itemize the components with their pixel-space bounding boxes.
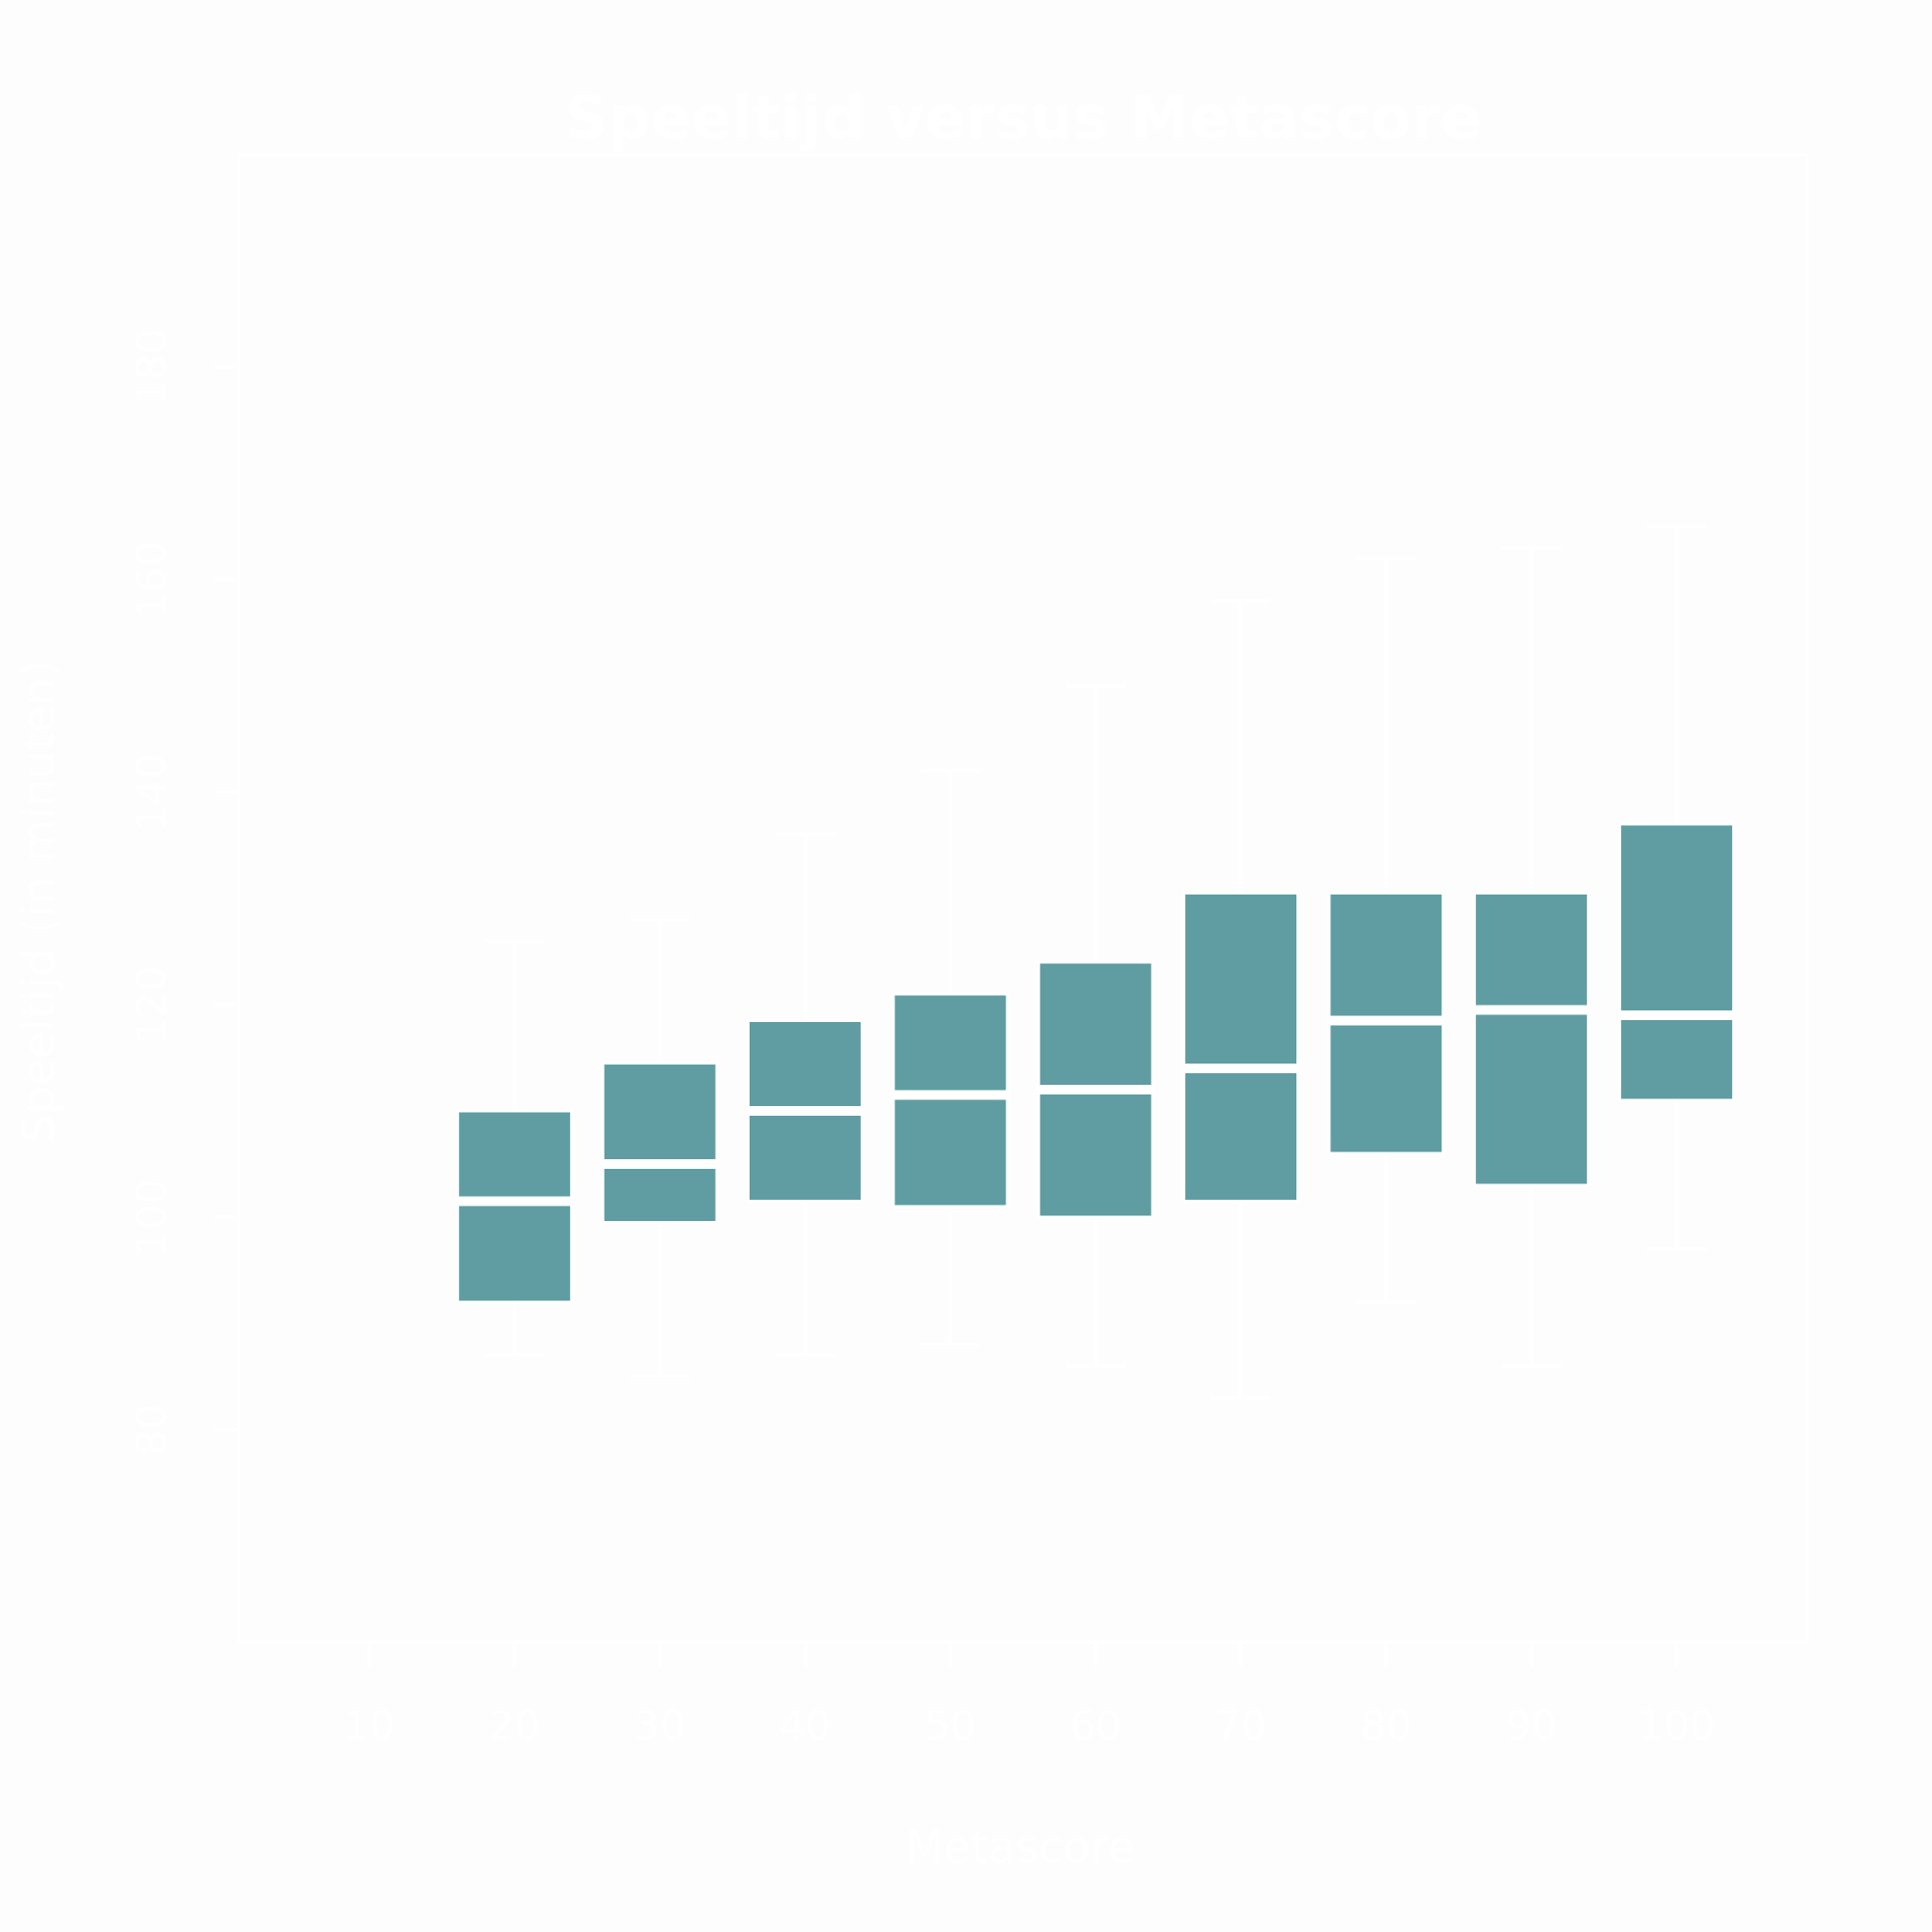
iqr-box	[456, 1109, 574, 1304]
y-tick-label: 140	[128, 753, 176, 831]
x-tick-label: 80	[1360, 1702, 1411, 1749]
box-group-40	[746, 833, 864, 1357]
y-tick-label: 160	[128, 541, 176, 618]
x-tick-label: 90	[1506, 1702, 1557, 1749]
iqr-box	[1472, 892, 1590, 1187]
iqr-box	[1618, 822, 1736, 1102]
x-tick-label: 100	[1638, 1702, 1716, 1749]
iqr-box	[1182, 892, 1300, 1203]
y-tick-label: 80	[128, 1404, 176, 1455]
y-axis-label: Speeltijd (in minuten)	[13, 660, 65, 1143]
x-axis-label: Metascore	[905, 1821, 1135, 1873]
y-tick-label: 100	[128, 1179, 176, 1256]
x-tick-label: 60	[1069, 1702, 1121, 1749]
iqr-box	[601, 1062, 719, 1224]
iqr-box	[892, 992, 1009, 1208]
x-tick-label: 50	[924, 1702, 976, 1749]
y-tick-label: 180	[128, 328, 176, 406]
box-group-80	[1327, 556, 1445, 1304]
box-group-70	[1182, 599, 1300, 1400]
x-tick-label: 10	[344, 1702, 395, 1749]
x-tick-label: 20	[489, 1702, 540, 1749]
x-tick-label: 40	[780, 1702, 831, 1749]
x-tick-label: 70	[1215, 1702, 1266, 1749]
box-group-100	[1618, 525, 1736, 1251]
chart-title: Speeltijd versus Metascore	[564, 82, 1482, 154]
box-group-90	[1472, 546, 1590, 1368]
y-tick-label: 120	[128, 966, 176, 1043]
box-group-30	[601, 918, 719, 1378]
x-tick-label: 30	[634, 1702, 685, 1749]
box-group-20	[456, 939, 574, 1357]
box-group-60	[1037, 684, 1154, 1368]
box-group-50	[892, 769, 1009, 1347]
